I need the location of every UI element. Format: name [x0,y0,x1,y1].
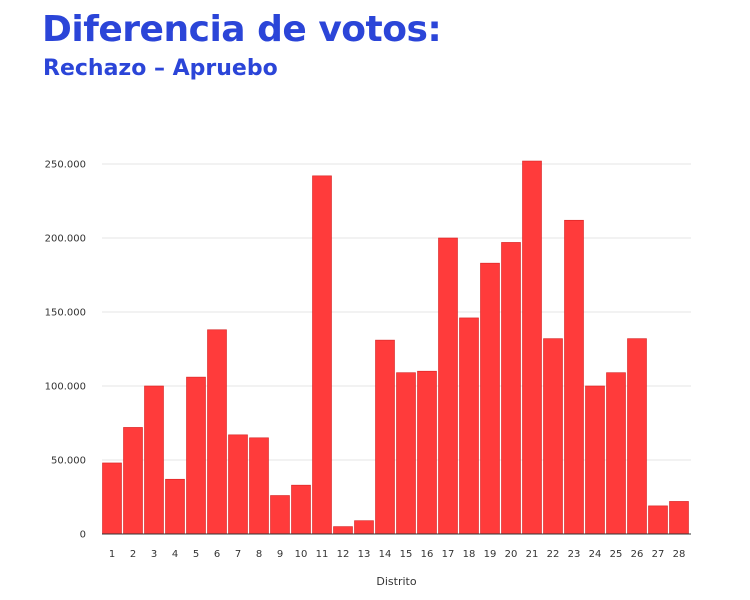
x-tick-label: 9 [277,549,283,560]
x-tick-label: 10 [295,549,308,560]
x-tick-label: 7 [235,549,241,560]
y-tick-label: 100.000 [45,382,86,393]
x-tick-label: 23 [568,549,581,560]
x-tick-label: 26 [631,549,644,560]
bar-distrito-23 [564,219,584,535]
bar-distrito-9 [270,495,290,535]
bar-distrito-4 [165,478,185,535]
x-tick-label: 25 [610,549,623,560]
x-tick-label: 12 [337,549,350,560]
y-tick-label: 150.000 [45,308,86,319]
y-tick-label: 50.000 [51,456,86,467]
bar-distrito-3 [144,385,164,535]
bar-distrito-8 [249,437,269,535]
x-tick-label: 19 [484,549,497,560]
bar-distrito-1 [102,462,122,535]
y-tick-label: 200.000 [45,234,86,245]
x-tick-label: 13 [358,549,371,560]
bar-distrito-10 [291,484,311,535]
x-tick-label: 18 [463,549,476,560]
x-tick-label: 5 [193,549,199,560]
x-tick-label: 27 [652,549,665,560]
bar-series [102,160,689,535]
bar-distrito-7 [228,434,248,535]
bar-distrito-13 [354,520,374,535]
y-tick-label: 250.000 [45,160,86,171]
bar-distrito-21 [522,160,542,535]
x-tick-label: 6 [214,549,220,560]
bar-distrito-15 [396,372,416,535]
x-tick-label: 4 [172,549,178,560]
x-tick-label: 24 [589,549,602,560]
bar-distrito-11 [312,175,332,535]
bar-distrito-22 [543,338,563,535]
chart-title: Diferencia de votos: [42,9,442,50]
x-tick-label: 14 [379,549,392,560]
x-axis-ticks: 1 2 3 4 5 6 7 8 9 10 11 12 13 14 15 16 17 18 19 20 21 22 23 24 2… [109,549,686,560]
x-tick-label: 3 [151,549,157,560]
bar-distrito-20 [501,242,521,535]
bar-distrito-25 [606,372,626,535]
x-tick-label: 1 [109,549,115,560]
x-tick-label: 17 [442,549,455,560]
x-tick-label: 11 [316,549,329,560]
bar-distrito-28 [669,501,689,535]
bar-distrito-6 [207,329,227,535]
bar-distrito-27 [648,505,668,535]
x-tick-label: 20 [505,549,518,560]
bar-distrito-5 [186,376,206,535]
bar-distrito-2 [123,427,143,535]
x-tick-label: 28 [673,549,686,560]
bar-distrito-12 [333,526,353,535]
x-tick-label: 21 [526,549,539,560]
bar-distrito-24 [585,385,605,535]
bar-distrito-16 [417,370,437,535]
chart-subtitle: Rechazo – Apruebo [43,56,278,81]
bar-distrito-17 [438,237,458,535]
x-axis-title: Distrito [376,575,416,588]
bar-distrito-26 [627,338,647,535]
bar-distrito-14 [375,339,395,535]
x-tick-label: 16 [421,549,434,560]
x-tick-label: 15 [400,549,413,560]
y-axis-ticks: 0 50.000 100.000 150.000 200.000 250.000 [45,160,86,541]
bar-distrito-19 [480,262,500,535]
x-tick-label: 2 [130,549,136,560]
y-tick-label: 0 [80,530,86,541]
x-tick-label: 8 [256,549,262,560]
bar-distrito-18 [459,317,479,535]
x-tick-label: 22 [547,549,560,560]
